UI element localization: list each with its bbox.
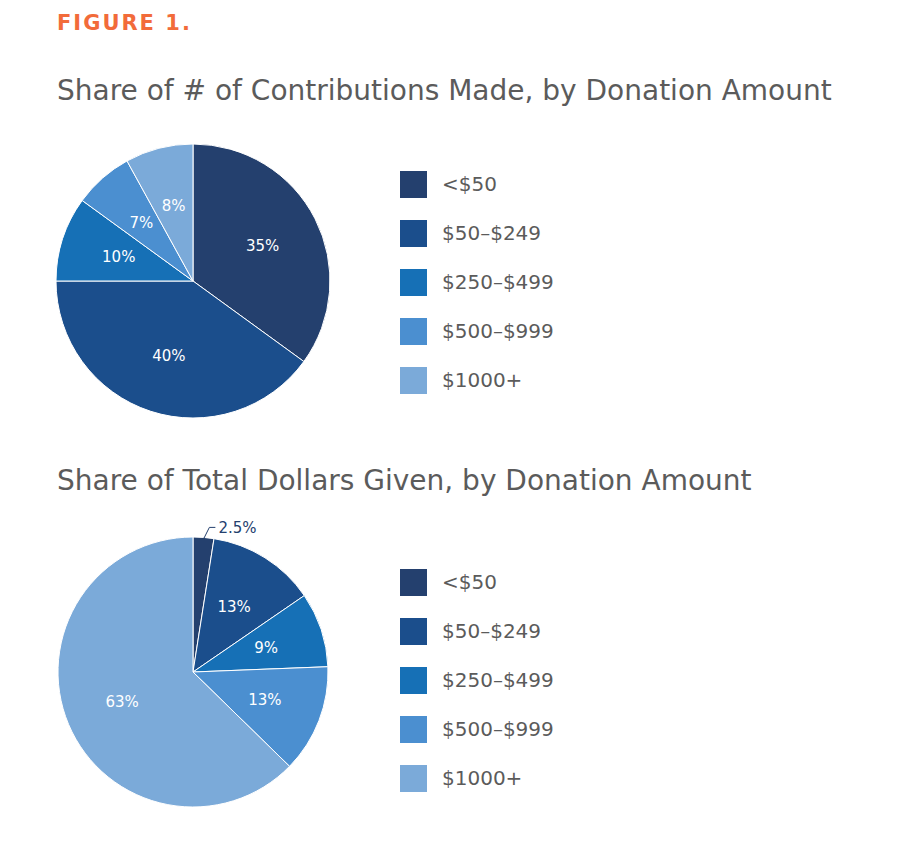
- legend-swatch: [400, 269, 427, 296]
- legend-label: <$50: [442, 570, 497, 594]
- legend-label: $1000+: [442, 368, 522, 392]
- pie-slice: [58, 537, 290, 807]
- data-label: 7%: [129, 214, 153, 232]
- data-label: 8%: [162, 197, 186, 215]
- leader-line: [203, 527, 215, 539]
- data-label: 13%: [217, 598, 250, 616]
- legend-swatch: [400, 569, 427, 596]
- legend-swatch: [400, 667, 427, 694]
- legend-label: $250–$499: [442, 668, 554, 692]
- pie-chart: Share of Total Dollars Given, by Donatio…: [57, 464, 752, 807]
- legend-swatch: [400, 367, 427, 394]
- data-label: 13%: [248, 691, 281, 709]
- legend-label: <$50: [442, 172, 497, 196]
- figure-label: FIGURE 1.: [57, 11, 192, 35]
- figure: FIGURE 1. Share of # of Contributions Mad…: [0, 0, 900, 846]
- data-label: 35%: [246, 237, 279, 255]
- legend-swatch: [400, 220, 427, 247]
- legend-label: $50–$249: [442, 221, 541, 245]
- pie-slice: [127, 144, 193, 281]
- pie-slice: [193, 596, 328, 672]
- chart-title: Share of Total Dollars Given, by Donatio…: [57, 464, 752, 497]
- data-labels: 35% 40% 10% 7% 8%: [102, 197, 279, 365]
- legend-swatch: [400, 716, 427, 743]
- pie-slice: [56, 281, 304, 418]
- data-label: 2.5%: [218, 519, 256, 537]
- pie: [58, 537, 328, 807]
- legend-swatch: [400, 618, 427, 645]
- legend-swatch: [400, 171, 427, 198]
- data-label: 10%: [102, 248, 135, 266]
- chart-title: Share of # of Contributions Made, by Don…: [57, 74, 832, 107]
- pie-chart: Share of # of Contributions Made, by Don…: [56, 74, 832, 418]
- legend-label: $250–$499: [442, 270, 554, 294]
- legend-label: $500–$999: [442, 717, 554, 741]
- data-labels: 2.5% 13% 9% 13% 63%: [105, 519, 281, 711]
- data-label: 9%: [254, 639, 278, 657]
- legend: <$50 $50–$249 $250–$499 $500–$999 $1000+: [400, 171, 554, 394]
- legend: <$50 $50–$249 $250–$499 $500–$999 $1000+: [400, 569, 554, 792]
- pie: [56, 144, 330, 418]
- data-label: 40%: [152, 347, 185, 365]
- legend-swatch: [400, 318, 427, 345]
- legend-label: $1000+: [442, 766, 522, 790]
- data-label: 63%: [105, 693, 138, 711]
- legend-swatch: [400, 765, 427, 792]
- legend-label: $50–$249: [442, 619, 541, 643]
- legend-label: $500–$999: [442, 319, 554, 343]
